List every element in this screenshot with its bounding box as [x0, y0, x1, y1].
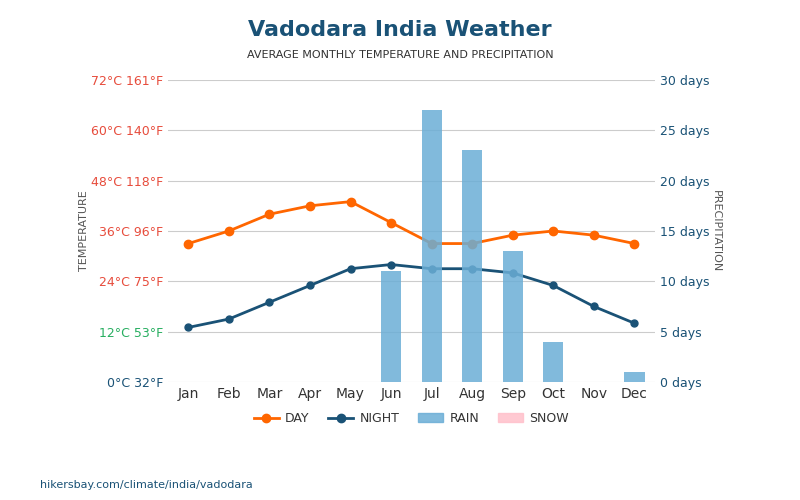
Text: Vadodara India Weather: Vadodara India Weather	[248, 20, 552, 40]
Text: AVERAGE MONTHLY TEMPERATURE AND PRECIPITATION: AVERAGE MONTHLY TEMPERATURE AND PRECIPIT…	[246, 50, 554, 60]
Bar	[624, 372, 645, 382]
Y-axis label: TEMPERATURE: TEMPERATURE	[79, 190, 89, 272]
Text: hikersbay.com/climate/india/vadodara: hikersbay.com/climate/india/vadodara	[40, 480, 253, 490]
Bar	[381, 271, 402, 382]
Bar	[422, 110, 442, 382]
Bar	[543, 342, 563, 382]
Bar	[462, 150, 482, 382]
Bar	[502, 251, 523, 382]
Legend: DAY, NIGHT, RAIN, SNOW: DAY, NIGHT, RAIN, SNOW	[249, 407, 574, 430]
Y-axis label: PRECIPITATION: PRECIPITATION	[711, 190, 721, 272]
